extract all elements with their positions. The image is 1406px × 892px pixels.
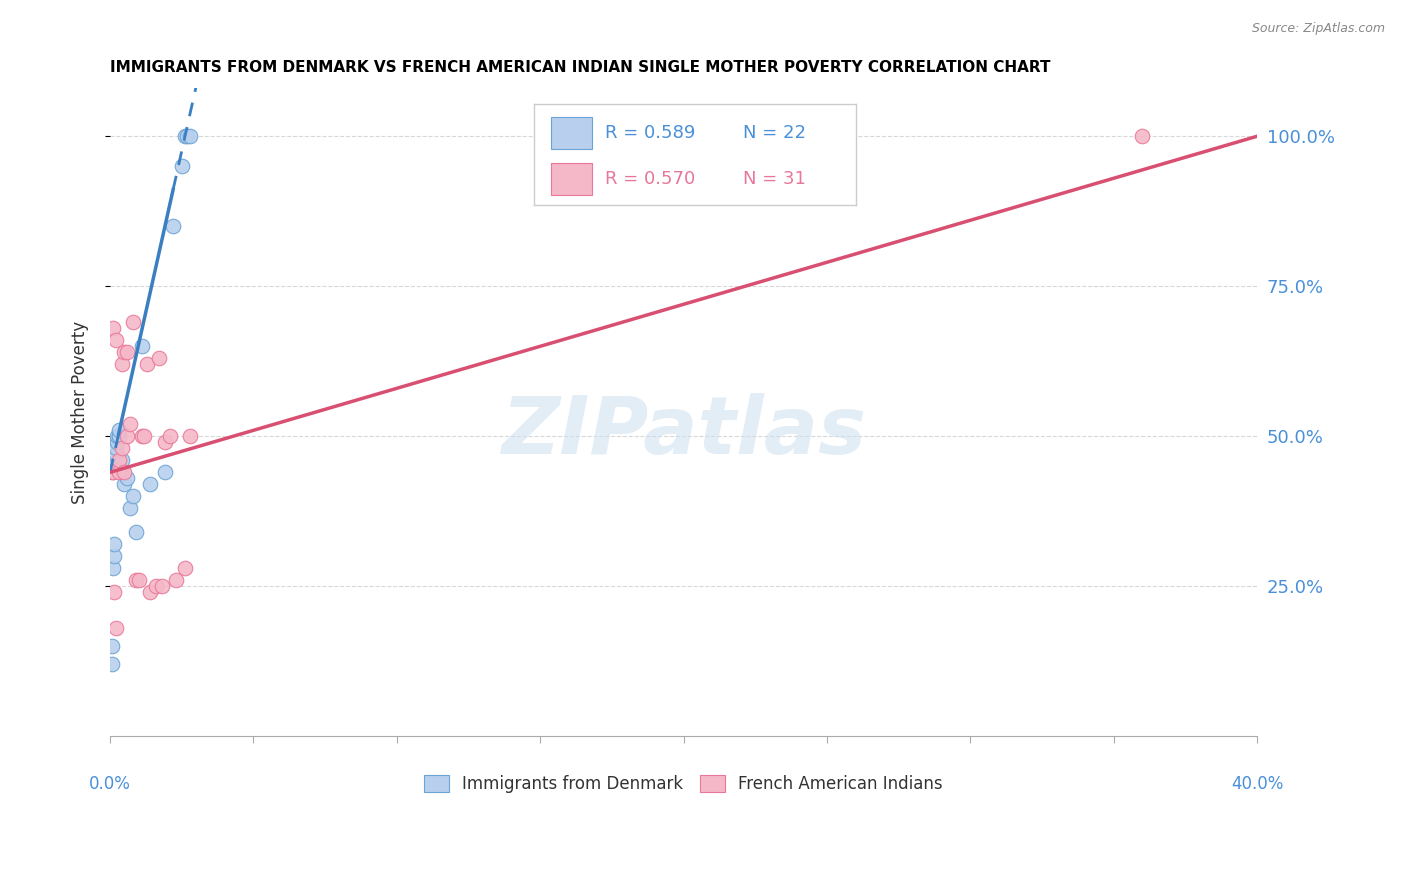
Point xyxy=(100,657,122,672)
Point xyxy=(105,435,128,450)
Point xyxy=(110,466,132,480)
Point xyxy=(162,219,184,234)
Point xyxy=(112,345,135,359)
Point xyxy=(107,429,129,443)
Point xyxy=(107,423,129,437)
Point xyxy=(165,574,187,588)
Point xyxy=(104,334,127,348)
Point xyxy=(101,561,124,575)
Point xyxy=(120,417,142,432)
Point xyxy=(117,471,139,485)
Legend: Immigrants from Denmark, French American Indians: Immigrants from Denmark, French American… xyxy=(425,774,943,793)
Point xyxy=(170,159,193,173)
Point xyxy=(125,525,148,540)
Point xyxy=(131,339,153,353)
Point xyxy=(101,640,124,654)
Point xyxy=(122,315,145,329)
Point xyxy=(112,477,135,491)
Point xyxy=(136,357,159,371)
Point xyxy=(120,501,142,516)
Point xyxy=(153,435,176,450)
Point xyxy=(176,129,198,144)
Y-axis label: Single Mother Poverty: Single Mother Poverty xyxy=(72,321,89,504)
Point xyxy=(100,466,122,480)
Point xyxy=(105,429,128,443)
Point xyxy=(153,466,176,480)
Point xyxy=(134,429,156,443)
Point xyxy=(139,477,162,491)
Point xyxy=(107,429,129,443)
Point xyxy=(103,549,125,564)
Point xyxy=(101,321,124,335)
Point xyxy=(173,129,195,144)
Point xyxy=(122,489,145,503)
Point xyxy=(107,453,129,467)
Point xyxy=(150,579,173,593)
Point xyxy=(110,357,132,371)
Point xyxy=(117,429,139,443)
Point xyxy=(128,574,150,588)
Text: Source: ZipAtlas.com: Source: ZipAtlas.com xyxy=(1251,22,1385,36)
Point xyxy=(104,621,127,635)
Text: ZIPatlas: ZIPatlas xyxy=(501,392,866,471)
Point xyxy=(145,579,167,593)
Point xyxy=(112,466,135,480)
Point xyxy=(117,345,139,359)
Point xyxy=(179,429,201,443)
Point xyxy=(101,466,124,480)
Point xyxy=(104,442,127,456)
Text: 40.0%: 40.0% xyxy=(1230,775,1284,793)
Point xyxy=(103,459,125,474)
Text: 0.0%: 0.0% xyxy=(89,775,131,793)
Point xyxy=(110,453,132,467)
Point xyxy=(1130,129,1153,144)
Point xyxy=(103,537,125,551)
Point xyxy=(139,585,162,599)
Point xyxy=(173,561,195,575)
Point xyxy=(179,129,201,144)
Point xyxy=(131,429,153,443)
Point xyxy=(110,442,132,456)
Point xyxy=(107,466,129,480)
Point xyxy=(103,585,125,599)
Point xyxy=(104,447,127,461)
Point xyxy=(159,429,181,443)
Point xyxy=(125,574,148,588)
Point xyxy=(148,351,170,366)
Text: IMMIGRANTS FROM DENMARK VS FRENCH AMERICAN INDIAN SINGLE MOTHER POVERTY CORRELAT: IMMIGRANTS FROM DENMARK VS FRENCH AMERIC… xyxy=(110,60,1050,75)
